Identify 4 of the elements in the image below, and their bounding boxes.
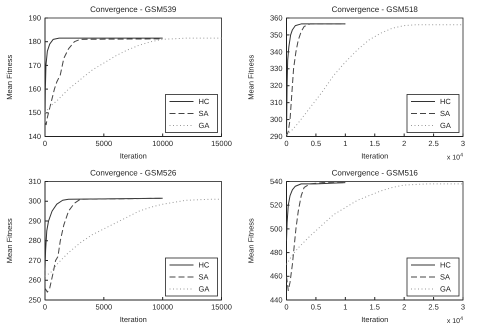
chart-title: Convergence - GSM539 xyxy=(90,5,177,14)
chart-title: Convergence - GSM518 xyxy=(332,5,418,14)
chart-title: Convergence - GSM526 xyxy=(90,168,177,178)
chart-title: Convergence - GSM516 xyxy=(332,168,418,178)
